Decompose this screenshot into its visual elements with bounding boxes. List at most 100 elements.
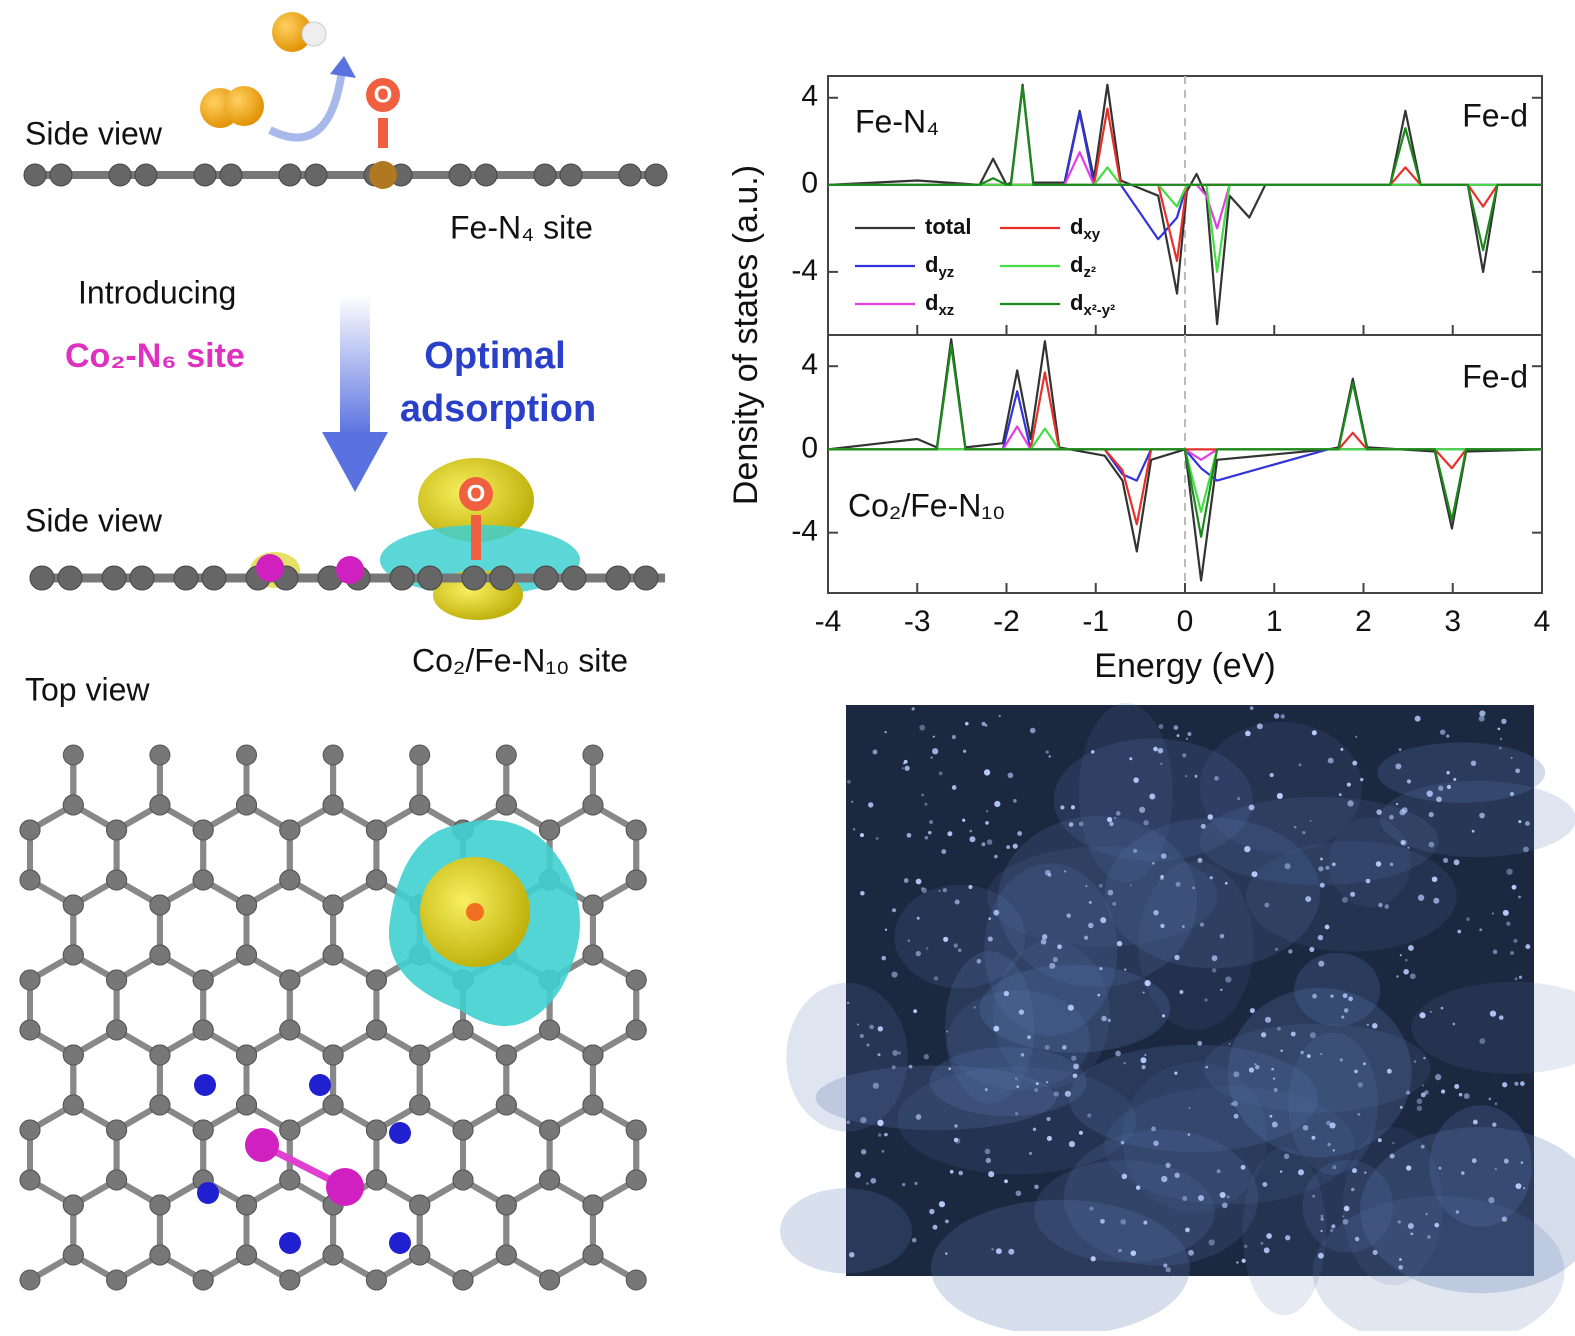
atom bbox=[322, 1244, 344, 1266]
atom-dot bbox=[1332, 1149, 1335, 1152]
atom-dot bbox=[872, 1082, 879, 1089]
atom-dot bbox=[1406, 1090, 1411, 1095]
atom-dot bbox=[1152, 861, 1155, 865]
atom-dot bbox=[1176, 734, 1180, 738]
atom-dot bbox=[1044, 1044, 1050, 1050]
atom-dot bbox=[1017, 831, 1022, 836]
atom-dot bbox=[1446, 734, 1450, 738]
atom-dot bbox=[1317, 934, 1324, 941]
atom-dot bbox=[1123, 1062, 1126, 1065]
atom-dot bbox=[1245, 730, 1251, 737]
atom-dot bbox=[869, 1024, 874, 1030]
atom-dot bbox=[1312, 1194, 1316, 1198]
atom-dot bbox=[919, 724, 926, 731]
atom-dot bbox=[1088, 900, 1092, 904]
atom-dot bbox=[1141, 1065, 1146, 1070]
atom-dot bbox=[1377, 1138, 1382, 1143]
atom-dot bbox=[860, 1149, 867, 1155]
atom-dot bbox=[854, 1171, 861, 1178]
atom bbox=[219, 163, 243, 187]
atom-dot bbox=[1199, 922, 1205, 927]
atom-dot bbox=[1160, 853, 1167, 859]
atom bbox=[129, 565, 155, 591]
atom-dot bbox=[1182, 1196, 1188, 1202]
texture bbox=[947, 990, 1091, 1090]
micrograph-background bbox=[846, 705, 1534, 1276]
atom-dot bbox=[903, 878, 909, 883]
atom-dot bbox=[1133, 777, 1139, 783]
atom-dot bbox=[988, 917, 991, 920]
atom-dot bbox=[1319, 882, 1325, 888]
arrow-head bbox=[330, 56, 356, 78]
atom-dot bbox=[1479, 710, 1486, 717]
atom-dot bbox=[1249, 1008, 1255, 1014]
atom-dot bbox=[901, 767, 905, 770]
texture bbox=[979, 964, 1171, 1053]
atom-dot bbox=[1083, 935, 1089, 940]
texture bbox=[815, 1065, 1057, 1130]
atom-dot bbox=[921, 793, 925, 797]
atom-dot bbox=[1279, 1170, 1283, 1173]
atom-dot bbox=[1225, 976, 1232, 983]
atom bbox=[236, 1194, 258, 1216]
atom-dot bbox=[1399, 1258, 1402, 1261]
atom-dot bbox=[1453, 859, 1460, 866]
legend-label: dyz bbox=[925, 252, 954, 281]
x-axis-label: Energy (eV) bbox=[1094, 647, 1275, 685]
atom-dot bbox=[1165, 1267, 1171, 1273]
texture bbox=[894, 884, 1026, 989]
texture bbox=[780, 1188, 913, 1274]
atom-dot bbox=[1341, 1015, 1345, 1019]
atom-dot bbox=[1185, 774, 1188, 778]
atom-dot bbox=[1013, 799, 1017, 803]
texture bbox=[1379, 780, 1575, 858]
atom-dot bbox=[1429, 1010, 1432, 1013]
atom-dot bbox=[1441, 1089, 1446, 1094]
atom-dot bbox=[1410, 1232, 1414, 1236]
atom-dot bbox=[1004, 1179, 1008, 1184]
atom-dot bbox=[1435, 1074, 1442, 1081]
atom-dot bbox=[1365, 878, 1371, 884]
atom-dot bbox=[1309, 946, 1315, 952]
atom-dot bbox=[1332, 1165, 1337, 1170]
atom-dot bbox=[1237, 797, 1241, 801]
dos-chart: -4 0 4 Fe-N₄ Fe-d Density of states (a.u.) tot… bbox=[727, 75, 1550, 685]
atom-dot bbox=[1494, 1102, 1498, 1106]
co-atom bbox=[336, 556, 364, 584]
atom-dot bbox=[891, 1065, 896, 1070]
atom-dot bbox=[1523, 846, 1529, 853]
atom bbox=[192, 819, 214, 841]
atom-dot bbox=[1403, 969, 1409, 975]
atom bbox=[19, 1169, 41, 1191]
atom-dot bbox=[981, 842, 986, 847]
atom bbox=[582, 1194, 604, 1216]
atom-dot bbox=[1165, 1162, 1171, 1168]
atom-dot bbox=[1144, 980, 1151, 987]
atom bbox=[192, 969, 214, 991]
atom-dot bbox=[1159, 875, 1164, 880]
texture bbox=[1288, 1032, 1378, 1175]
atom bbox=[57, 565, 83, 591]
bond bbox=[378, 118, 388, 148]
atom-dot bbox=[1157, 747, 1164, 754]
atom-dot bbox=[847, 779, 851, 784]
atom-dot bbox=[1497, 727, 1501, 731]
legend-label: dz² bbox=[1070, 252, 1096, 281]
atom-dot bbox=[1364, 1171, 1367, 1174]
texture bbox=[986, 846, 1218, 947]
atom-dot bbox=[1160, 762, 1163, 765]
atom-dot bbox=[1260, 1241, 1264, 1245]
atom bbox=[19, 869, 41, 891]
co-atom bbox=[245, 1128, 279, 1162]
atom-dot bbox=[1518, 895, 1521, 899]
atom-dot bbox=[1302, 1124, 1309, 1131]
atom-dot bbox=[1392, 1142, 1395, 1145]
atom-dot bbox=[1413, 1060, 1417, 1063]
atom-dot bbox=[1072, 1073, 1078, 1079]
atom-dot bbox=[954, 1124, 958, 1128]
atom-dot bbox=[1352, 760, 1358, 766]
atom bbox=[582, 894, 604, 916]
atom-dot bbox=[1012, 843, 1018, 849]
atom bbox=[29, 565, 55, 591]
